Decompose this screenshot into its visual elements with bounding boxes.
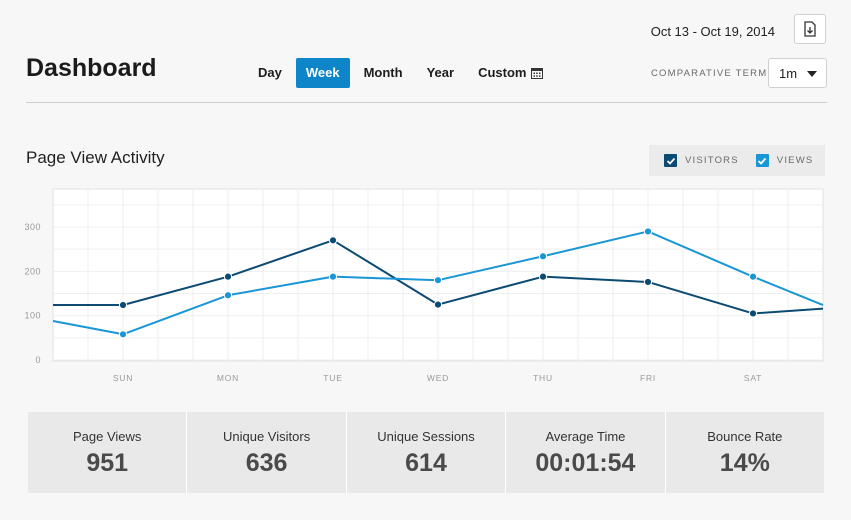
data-point-views <box>748 272 758 281</box>
x-tick-label: THU <box>533 373 553 383</box>
legend-views-label: VIEWS <box>776 155 814 166</box>
stat-value: 614 <box>405 449 447 477</box>
x-tick-label: WED <box>427 373 449 383</box>
chart-title: Page View Activity <box>26 148 165 167</box>
data-point-visitors <box>328 236 338 245</box>
data-point-views <box>643 227 653 236</box>
x-tick-label: TUE <box>323 373 342 383</box>
page-title: Dashboard <box>26 54 157 82</box>
download-file-icon <box>804 21 816 37</box>
calendar-icon <box>531 67 544 79</box>
x-tick-label: SUN <box>113 373 133 383</box>
x-tick-label: SAT <box>744 373 762 383</box>
data-point-views <box>328 272 338 281</box>
export-button[interactable] <box>794 14 826 44</box>
data-point-views <box>118 330 128 339</box>
stats-bar: Page Views 951 Unique Visitors 636 Uniqu… <box>28 412 824 493</box>
stat-label: Bounce Rate <box>707 429 783 444</box>
stat-unique-visitors: Unique Visitors 636 <box>187 412 347 493</box>
stat-bounce-rate: Bounce Rate 14% <box>666 412 824 493</box>
data-point-views <box>433 276 443 285</box>
data-point-visitors <box>643 277 653 287</box>
stat-label: Average Time <box>545 429 626 444</box>
data-point-visitors <box>748 309 758 318</box>
tab-year[interactable]: Year <box>417 58 464 88</box>
x-tick-label: MON <box>217 373 239 383</box>
chart-legend: VISITORS VIEWS <box>649 145 825 176</box>
period-tabs: Day Week Month Year Custom <box>248 58 557 88</box>
data-point-views <box>538 252 548 261</box>
x-tick-label: FRI <box>640 373 656 383</box>
tab-month[interactable]: Month <box>354 58 413 88</box>
y-tick-label: 0 <box>35 355 41 365</box>
date-range: Oct 13 - Oct 19, 2014 <box>650 24 775 39</box>
stat-label: Page Views <box>72 429 142 444</box>
tab-month-label: Month <box>363 65 403 80</box>
stat-page-views: Page Views 951 <box>28 412 188 493</box>
stat-value: 00:01:54 <box>535 449 636 477</box>
data-point-visitors <box>538 272 548 281</box>
stat-unique-sessions: Unique Sessions 614 <box>347 412 507 493</box>
tab-year-label: Year <box>426 65 455 80</box>
checkbox-checked-icon <box>755 154 769 167</box>
tab-custom-label: Custom <box>478 65 527 80</box>
y-tick-label: 200 <box>24 266 41 276</box>
tab-day-label: Day <box>258 65 282 80</box>
stat-label: Unique Visitors <box>223 429 311 444</box>
data-point-visitors <box>118 300 128 310</box>
header-divider <box>26 102 827 103</box>
data-point-visitors <box>223 272 233 281</box>
tab-custom[interactable]: Custom <box>468 58 553 88</box>
data-point-views <box>223 291 233 300</box>
legend-visitors-toggle[interactable]: VISITORS <box>664 154 739 167</box>
chevron-down-icon <box>807 71 817 77</box>
tab-week[interactable]: Week <box>295 58 350 88</box>
comparative-term-value: 1m <box>779 65 798 81</box>
legend-views-toggle[interactable]: VIEWS <box>755 154 814 167</box>
checkbox-checked-icon <box>664 154 677 167</box>
stat-average-time: Average Time 00:01:54 <box>506 412 666 493</box>
y-tick-label: 300 <box>24 222 41 232</box>
tab-week-label: Week <box>305 65 340 80</box>
data-point-visitors <box>433 300 443 309</box>
tab-day[interactable]: Day <box>248 58 292 88</box>
comparative-term-label: COMPARATIVE TERM: <box>651 68 772 79</box>
y-tick-label: 100 <box>24 311 41 321</box>
page-view-chart: 0 100 200 300 SUN MON TUE WED THU FRI SAT <box>24 188 824 383</box>
stat-value: 636 <box>245 449 288 477</box>
stat-label: Unique Sessions <box>377 429 475 444</box>
stat-value: 14% <box>719 449 770 477</box>
legend-visitors-label: VISITORS <box>685 155 739 166</box>
comparative-term-select[interactable]: 1m <box>768 58 827 88</box>
stat-value: 951 <box>86 449 129 477</box>
